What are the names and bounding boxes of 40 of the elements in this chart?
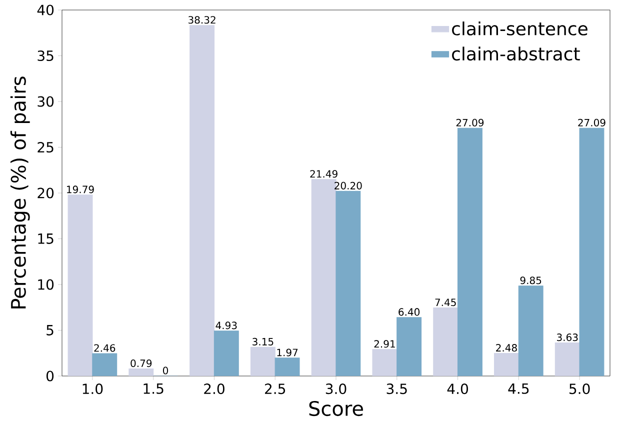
data-label: 0.79	[130, 360, 152, 368]
data-label: 19.79	[67, 186, 94, 194]
y-tick-label: 35	[38, 50, 54, 62]
data-label: 27.09	[578, 118, 606, 126]
x-tick-label: 4.0	[447, 384, 468, 394]
data-label: 20.20	[334, 182, 362, 190]
data-label: 3.15	[252, 338, 274, 346]
x-tick-label: 2.5	[265, 384, 286, 394]
data-label: 27.09	[456, 118, 484, 126]
data-label: 21.49	[310, 170, 338, 178]
data-label: 6.40	[398, 308, 420, 316]
x-tick-label: 1.0	[82, 384, 103, 394]
y-tick-label: 10	[38, 279, 54, 290]
data-label: 7.45	[435, 298, 456, 306]
data-label: 2.48	[496, 344, 517, 352]
x-tick-label: 4.5	[508, 384, 529, 394]
y-tick-label: 15	[38, 234, 54, 244]
y-tick-label: 5	[46, 325, 54, 336]
data-label: 0	[162, 366, 168, 374]
data-label: 3.63	[557, 334, 578, 342]
legend-label: claim-abstract	[452, 46, 580, 61]
y-tick-label: 20	[38, 188, 54, 198]
data-label: 1.97	[277, 348, 298, 356]
data-label: 2.46	[94, 344, 116, 352]
x-tick-label: 1.5	[144, 384, 164, 394]
legend-label: claim-sentence	[452, 22, 588, 36]
x-tick-label: 3.5	[386, 384, 407, 394]
y-axis-title: Percentage (%) of pairs	[10, 76, 30, 308]
x-tick-label: 3.0	[326, 384, 346, 394]
x-axis-title: Score	[309, 400, 363, 416]
y-tick-label: 0	[46, 370, 54, 382]
y-tick-label: 25	[38, 142, 54, 153]
x-tick-label: 2.0	[204, 384, 224, 394]
data-label: 4.93	[216, 322, 237, 330]
y-tick-label: 30	[38, 96, 54, 107]
y-tick-label: 40	[37, 4, 54, 16]
data-label: 9.85	[520, 276, 542, 284]
data-label: 2.91	[374, 340, 395, 348]
x-tick-label: 5.0	[570, 384, 590, 394]
data-label: 38.32	[188, 16, 216, 24]
